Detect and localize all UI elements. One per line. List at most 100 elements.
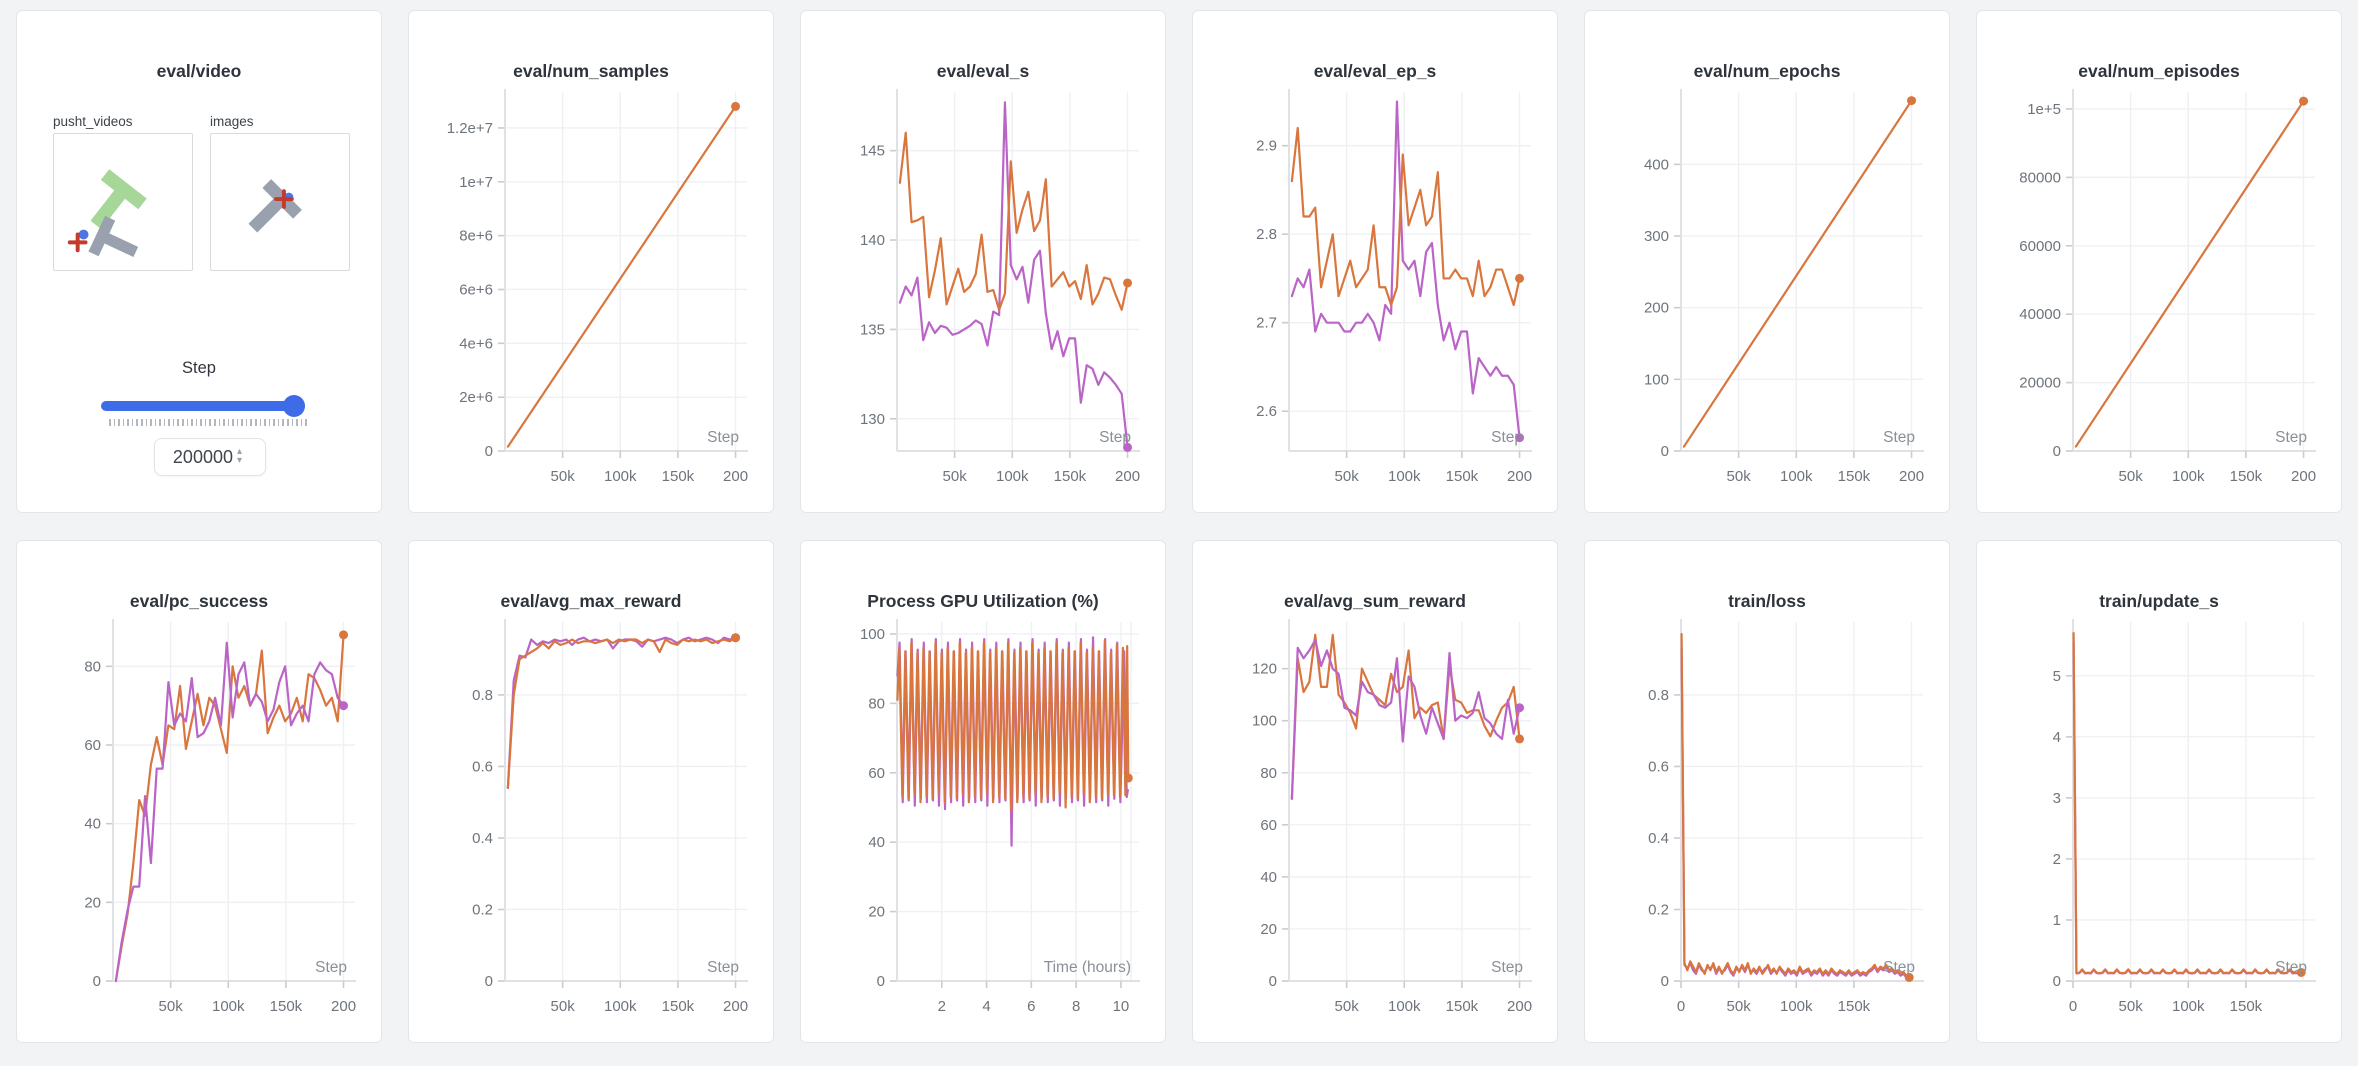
slider-tick-marks [109,419,307,427]
svg-text:0: 0 [2069,998,2077,1015]
svg-text:100k: 100k [2172,468,2205,485]
svg-text:6e+6: 6e+6 [459,281,493,298]
video-thumbnail-pusht[interactable] [53,133,193,271]
svg-text:Step: Step [1491,959,1523,976]
svg-text:4: 4 [2053,729,2061,746]
svg-text:0.8: 0.8 [472,687,493,704]
svg-text:100k: 100k [604,468,637,485]
line-chart-train-loss: 0 0.2 0.4 0.6 0.8 0 50k 100k 150k Step [1648,619,1924,1015]
svg-text:150k: 150k [662,998,695,1015]
svg-text:Step: Step [2275,429,2307,446]
svg-text:0: 0 [1677,998,1685,1015]
svg-text:20: 20 [84,894,101,911]
step-increment-icon[interactable]: ▴ [237,446,243,457]
panel-eval-num-epochs[interactable]: eval/num_epochs 0 100 200 300 400 50k 100k 150k… [1584,10,1950,513]
image-thumbnail[interactable] [210,133,350,271]
svg-text:300: 300 [1644,228,1669,245]
svg-text:60: 60 [868,765,885,782]
svg-text:10: 10 [1113,998,1130,1015]
svg-text:40000: 40000 [2019,306,2061,323]
line-chart-eval-avg-sum-reward: 0 20 40 60 80 100 120 50k 100k 150k 200 Step [1252,619,1532,1015]
svg-text:Step: Step [315,959,347,976]
svg-text:50k: 50k [2119,468,2144,485]
panel-title: eval/num_episodes [2078,61,2240,81]
panel-eval-eval-s[interactable]: eval/eval_s 130 135 140 145 50k 100k 150k 200 St… [800,10,1166,513]
svg-text:0: 0 [93,973,101,990]
panel-train-update-s[interactable]: train/update_s 0 1 2 3 4 5 0 50k 100k 150k Step [1976,540,2342,1043]
svg-text:2.6: 2.6 [1256,403,1277,420]
panel-eval-num-samples[interactable]: eval/num_samples 0 2e+6 4e+6 6e+6 8e+6 1e+7 1.… [408,10,774,513]
svg-text:80: 80 [84,658,101,675]
svg-text:Step: Step [707,429,739,446]
svg-text:100k: 100k [1388,998,1421,1015]
svg-text:40: 40 [84,816,101,833]
svg-text:200: 200 [1507,468,1532,485]
svg-text:50k: 50k [1727,468,1752,485]
gray-t-block [88,215,139,258]
panel-title: eval/avg_max_reward [500,591,682,611]
svg-text:0: 0 [485,973,493,990]
svg-text:150k: 150k [270,998,303,1015]
step-decrement-icon[interactable]: ▾ [237,455,243,466]
panel-eval-avg-sum-reward[interactable]: eval/avg_sum_reward 0 20 40 60 80 100 120 50k 10… [1192,540,1558,1043]
line-chart-eval-avg-max-reward: 0 0.2 0.4 0.6 0.8 50k 100k 150k 200 Step [472,619,748,1015]
svg-text:60: 60 [84,737,101,754]
step-stepper: ▴ ▾ [237,446,243,466]
svg-text:80000: 80000 [2019,169,2061,186]
panel-eval-eval-ep-s[interactable]: eval/eval_ep_s 2.6 2.7 2.8 2.9 50k 100k 150k 20… [1192,10,1558,513]
svg-text:1: 1 [2053,912,2061,929]
svg-text:4e+6: 4e+6 [459,335,493,352]
svg-text:0: 0 [2053,443,2061,460]
svg-text:0: 0 [2053,973,2061,990]
panel-title: eval/pc_success [129,591,269,611]
svg-text:2: 2 [938,998,946,1015]
svg-text:100k: 100k [604,998,637,1015]
svg-text:0.8: 0.8 [1648,687,1669,704]
panel-eval-num-episodes[interactable]: eval/num_episodes 0 20000 40000 60000 80000 1… [1976,10,2342,513]
panel-title: eval/eval_ep_s [1313,61,1437,81]
step-slider[interactable] [101,395,305,417]
svg-text:200: 200 [1507,998,1532,1015]
svg-text:20000: 20000 [2019,375,2061,392]
line-chart-train-update-s: 0 1 2 3 4 5 0 50k 100k 150k Step [2053,619,2316,1015]
panel-title: eval/num_epochs [1693,61,1841,81]
svg-text:1e+7: 1e+7 [459,174,493,191]
svg-text:50k: 50k [1335,468,1360,485]
svg-text:50k: 50k [2119,998,2144,1015]
svg-text:50k: 50k [1335,998,1360,1015]
svg-text:100: 100 [1252,713,1277,730]
svg-text:80: 80 [1260,765,1277,782]
svg-text:0.4: 0.4 [1648,830,1669,847]
panel-title: eval/eval_s [936,61,1030,81]
svg-text:0: 0 [485,443,493,460]
svg-text:100k: 100k [2172,998,2205,1015]
svg-text:8e+6: 8e+6 [459,228,493,245]
svg-text:2.7: 2.7 [1256,315,1277,332]
panel-eval-avg-max-reward[interactable]: eval/avg_max_reward 0 0.2 0.4 0.6 0.8 50k 100k… [408,540,774,1043]
media-label-images: images [210,114,254,129]
step-input[interactable] [155,439,235,475]
svg-text:50k: 50k [159,998,184,1015]
svg-text:5: 5 [2053,668,2061,685]
goal-cross-marker [67,232,88,253]
svg-text:60000: 60000 [2019,238,2061,255]
svg-text:50k: 50k [551,998,576,1015]
svg-text:200: 200 [1115,468,1140,485]
svg-text:200: 200 [1899,468,1924,485]
panel-eval-video[interactable]: eval/video pusht_videos images [16,10,382,513]
svg-text:0.2: 0.2 [472,901,493,918]
line-chart-eval-num-epochs: 0 100 200 300 400 50k 100k 150k 200 Step [1644,89,1924,485]
svg-text:0: 0 [1661,443,1669,460]
panel-train-loss[interactable]: train/loss 0 0.2 0.4 0.6 0.8 0 50k 100k 150k Step [1584,540,1950,1043]
svg-text:100: 100 [860,626,885,643]
panel-eval-pc-success[interactable]: eval/pc_success 0 20 40 60 80 50k 100k 150k 200 S… [16,540,382,1043]
svg-text:200: 200 [2291,468,2316,485]
images-scene-graphic [248,179,302,233]
panel-title: eval/num_samples [513,61,669,81]
svg-text:150k: 150k [2230,468,2263,485]
step-slider-label: Step [182,359,216,377]
agent-dot [78,229,89,240]
svg-text:50k: 50k [551,468,576,485]
panel-gpu-utilization[interactable]: Process GPU Utilization (%) 0 20 40 60 80 100… [800,540,1166,1043]
slider-thumb[interactable] [283,395,305,417]
